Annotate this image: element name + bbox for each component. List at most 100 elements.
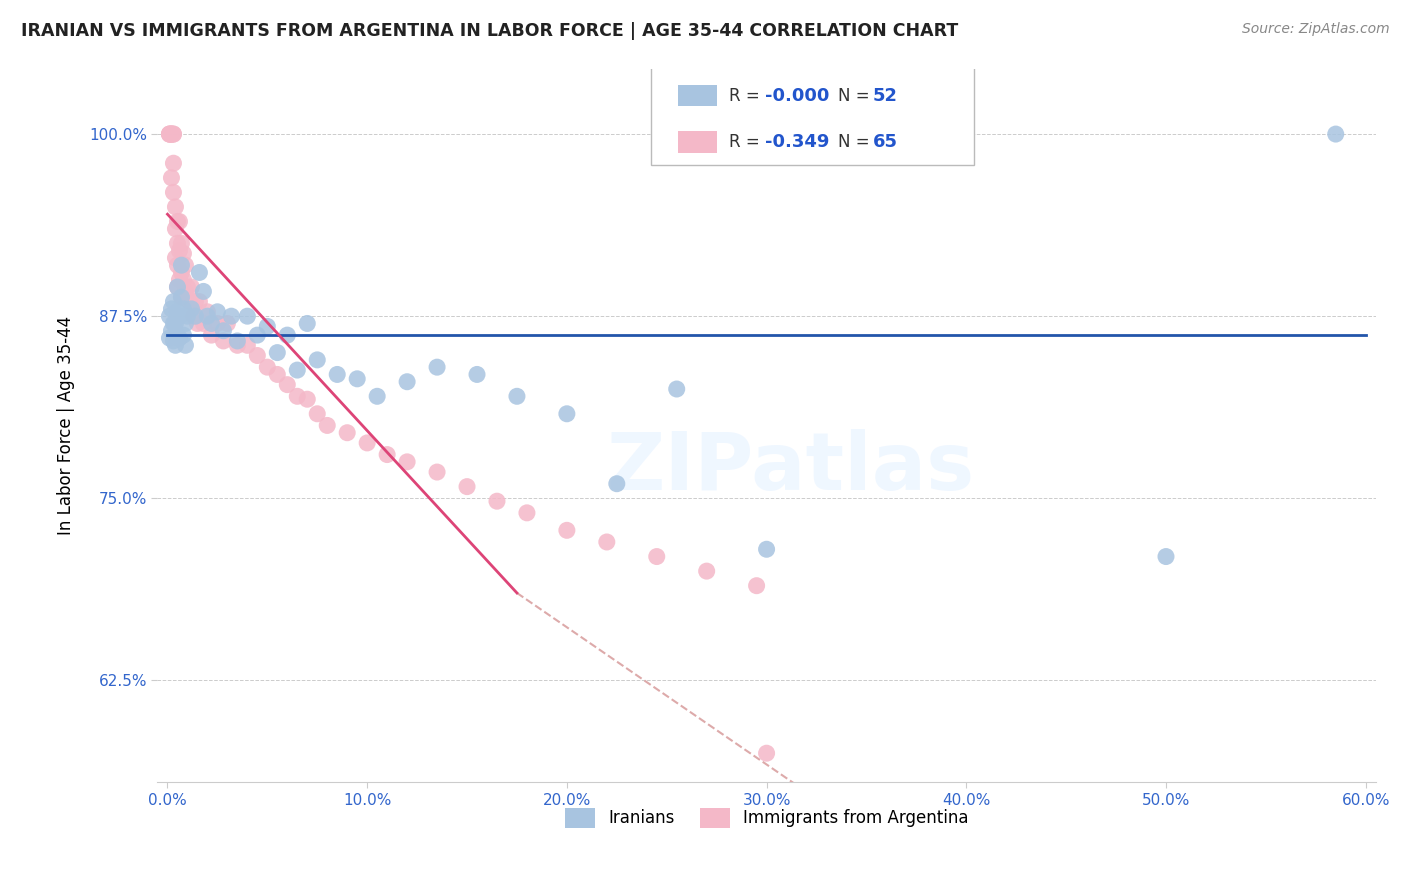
Point	[696, 564, 718, 578]
Point	[336, 425, 359, 440]
Point	[596, 535, 619, 549]
Point	[169, 244, 191, 258]
Point	[169, 273, 191, 287]
Point	[159, 309, 181, 323]
Point	[162, 334, 184, 348]
Legend: Iranians, Immigrants from Argentina: Iranians, Immigrants from Argentina	[558, 801, 974, 835]
Point	[172, 246, 194, 260]
Point	[162, 317, 184, 331]
Point	[162, 127, 184, 141]
Point	[159, 127, 181, 141]
Point	[485, 494, 508, 508]
Point	[256, 360, 278, 375]
Point	[188, 294, 211, 309]
Point	[366, 389, 388, 403]
Point	[179, 294, 201, 309]
Point	[606, 476, 628, 491]
Point	[396, 375, 419, 389]
Text: -0.349: -0.349	[765, 133, 830, 151]
Point	[184, 309, 207, 323]
Point	[297, 317, 319, 331]
Point	[159, 127, 181, 141]
Point	[197, 309, 219, 323]
Point	[162, 294, 184, 309]
Point	[193, 317, 215, 331]
Text: 52: 52	[873, 87, 897, 104]
Point	[226, 334, 249, 348]
Point	[506, 389, 529, 403]
Point	[166, 328, 188, 343]
Point	[745, 579, 768, 593]
Point	[465, 368, 488, 382]
Point	[297, 392, 319, 407]
Point	[165, 221, 187, 235]
Point	[165, 200, 187, 214]
Point	[166, 280, 188, 294]
Point	[212, 334, 235, 348]
Point	[183, 309, 205, 323]
Point	[184, 294, 207, 309]
Point	[174, 338, 197, 352]
Text: -0.000: -0.000	[765, 87, 830, 104]
Point	[266, 345, 288, 359]
Point	[180, 280, 202, 294]
Point	[200, 328, 222, 343]
Point	[256, 319, 278, 334]
Point	[165, 251, 187, 265]
Point	[170, 265, 193, 279]
Point	[172, 273, 194, 287]
Point	[166, 305, 188, 319]
Point	[166, 258, 188, 272]
Point	[170, 258, 193, 272]
Point	[1324, 127, 1347, 141]
Point	[160, 170, 183, 185]
Text: IRANIAN VS IMMIGRANTS FROM ARGENTINA IN LABOR FORCE | AGE 35-44 CORRELATION CHAR: IRANIAN VS IMMIGRANTS FROM ARGENTINA IN …	[21, 22, 959, 40]
Point	[193, 285, 215, 299]
Point	[212, 324, 235, 338]
Point	[285, 363, 308, 377]
FancyBboxPatch shape	[678, 85, 717, 106]
Point	[246, 328, 269, 343]
Text: N =: N =	[838, 87, 876, 104]
Point	[426, 360, 449, 375]
Point	[555, 407, 578, 421]
Point	[172, 301, 194, 316]
Point	[174, 258, 197, 272]
Point	[396, 455, 419, 469]
Text: 65: 65	[873, 133, 897, 151]
Point	[170, 290, 193, 304]
Point	[169, 214, 191, 228]
Point	[188, 265, 211, 279]
Point	[356, 436, 378, 450]
Point	[307, 352, 329, 367]
Point	[172, 328, 194, 343]
Point	[169, 331, 191, 345]
Point	[207, 305, 229, 319]
Point	[456, 480, 478, 494]
Point	[645, 549, 668, 564]
Point	[276, 328, 298, 343]
FancyBboxPatch shape	[651, 62, 974, 165]
Point	[176, 309, 198, 323]
Point	[180, 301, 202, 316]
Text: R =: R =	[728, 133, 765, 151]
Point	[217, 317, 239, 331]
Point	[1154, 549, 1177, 564]
Point	[307, 407, 329, 421]
Point	[207, 317, 229, 331]
Point	[170, 236, 193, 251]
Point	[165, 317, 187, 331]
FancyBboxPatch shape	[678, 131, 717, 153]
Text: N =: N =	[838, 133, 876, 151]
Point	[221, 309, 243, 323]
Point	[170, 290, 193, 304]
Point	[665, 382, 688, 396]
Point	[276, 377, 298, 392]
Point	[160, 301, 183, 316]
Y-axis label: In Labor Force | Age 35-44: In Labor Force | Age 35-44	[58, 316, 75, 535]
Point	[160, 127, 183, 141]
Text: Source: ZipAtlas.com: Source: ZipAtlas.com	[1241, 22, 1389, 37]
Text: R =: R =	[728, 87, 765, 104]
Point	[186, 317, 208, 331]
Point	[426, 465, 449, 479]
